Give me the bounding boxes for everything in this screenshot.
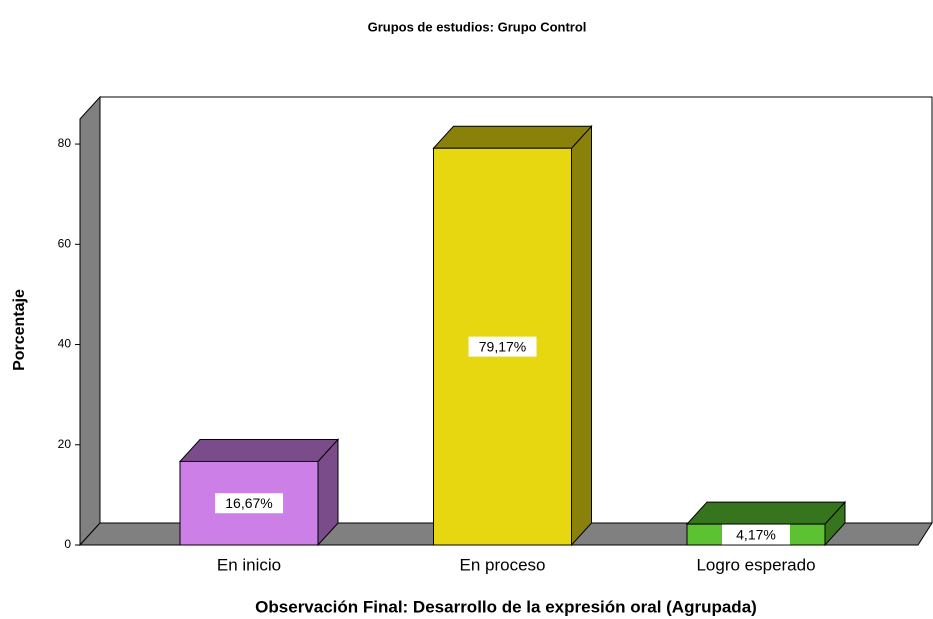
left-wall	[79, 95, 101, 547]
x-tick-label: Logro esperado	[696, 555, 815, 574]
value-label-box	[468, 336, 537, 357]
value-label: 4,17%	[736, 526, 776, 542]
bar-top	[178, 438, 340, 462]
value-label-box	[722, 524, 790, 545]
bar-side	[571, 124, 592, 547]
value-label-box	[215, 493, 283, 514]
chart-title: Grupos de estudios: Grupo Control	[368, 19, 587, 34]
y-tick-label: 20	[58, 437, 72, 451]
y-tick-label: 60	[58, 236, 72, 250]
y-tick-label: 40	[58, 337, 72, 351]
y-axis-title: Porcentaje	[11, 289, 28, 371]
y-tick-label: 0	[64, 537, 71, 551]
value-label: 79,17%	[479, 338, 526, 354]
x-tick-label: En proceso	[460, 555, 546, 574]
x-axis-title: Observación Final: Desarrollo de la expr…	[255, 597, 757, 616]
y-tick-label: 80	[58, 136, 72, 150]
x-tick-label: En inicio	[217, 555, 281, 574]
bar-top	[432, 125, 593, 149]
value-label: 16,67%	[225, 495, 272, 511]
bar-top	[685, 501, 847, 525]
